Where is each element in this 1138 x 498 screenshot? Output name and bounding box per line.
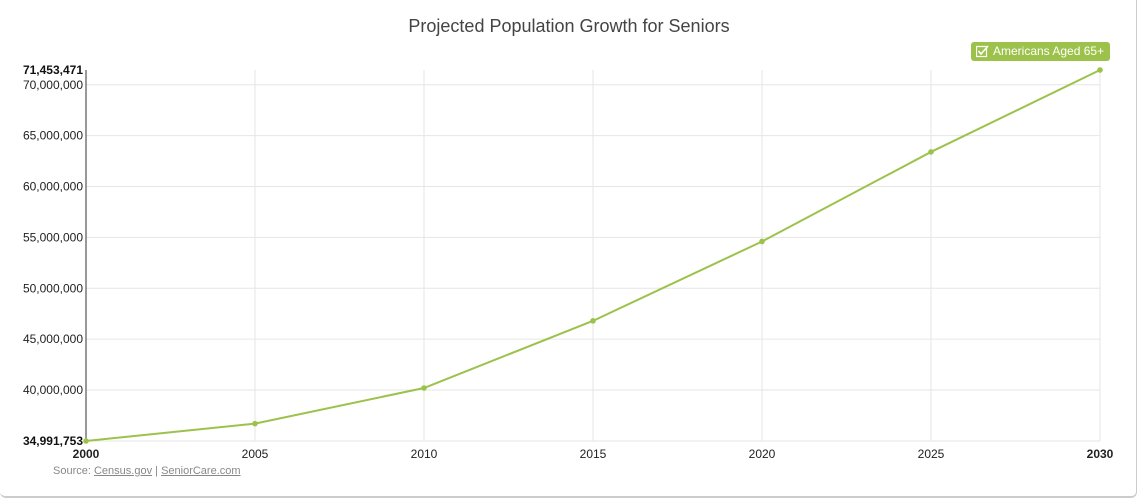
y-tick-label: 40,000,000 [23,383,83,397]
data-point [252,420,258,427]
data-point [928,149,934,155]
data-point [759,238,765,245]
chart-title: Projected Population Growth for Seniors [408,16,730,36]
data-point [590,318,596,324]
y-tick-label: 50,000,000 [23,281,83,295]
y-tick-label: 70,000,000 [23,78,83,92]
legend-label: Americans Aged 65+ [993,44,1105,58]
seniorcare-link[interactable]: SeniorCare.com [161,465,241,477]
y-tick-label: 65,000,000 [23,129,83,143]
x-tick-label: 2015 [580,447,607,461]
checkbox-checked-icon [976,45,989,58]
source-separator: | [155,465,158,477]
x-tick-label: 2025 [918,447,945,461]
data-point [1097,67,1103,73]
data-point [83,438,89,444]
source-prefix: Source: [53,465,91,477]
y-min-label: 34,991,753 [23,434,83,448]
source-note: Source: Census.gov | SeniorCare.com [53,465,241,477]
x-tick-label: 2020 [749,447,776,461]
y-tick-label: 45,000,000 [23,332,83,346]
x-tick-label: 2010 [411,447,438,461]
census-link[interactable]: Census.gov [93,465,153,477]
x-tick-label: 2005 [242,447,269,461]
x-tick-label: 2000 [73,447,100,461]
data-point [421,385,427,391]
y-tick-label: 60,000,000 [23,180,83,194]
y-max-label: 71,453,471 [23,63,83,77]
legend-toggle-americans-65[interactable]: Americans Aged 65+ [971,42,1111,61]
x-tick-label: 2030 [1087,447,1114,461]
y-tick-label: 55,000,000 [23,230,83,244]
